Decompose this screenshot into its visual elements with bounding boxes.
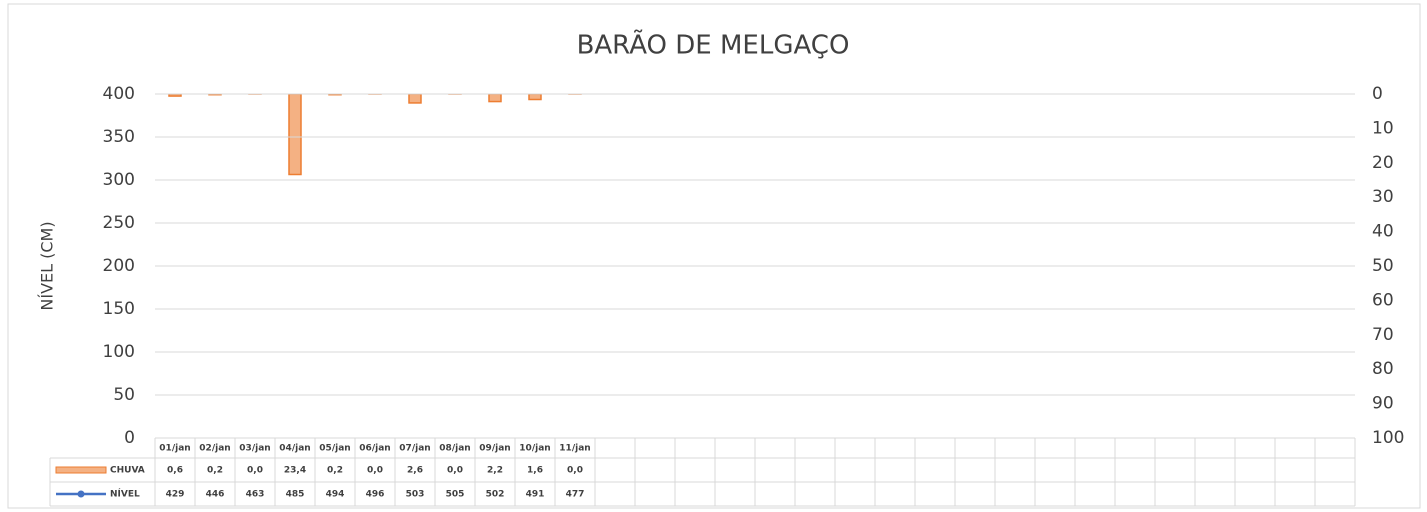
data-label: 0,0 (247, 466, 263, 476)
legend-label: NÍVEL (110, 488, 140, 500)
data-label: 491 (526, 490, 545, 500)
y-tick-label: 300 (103, 170, 135, 190)
data-label: 1,6 (527, 466, 543, 476)
y2-tick-label: 0 (1372, 84, 1383, 104)
data-label: 2,2 (487, 466, 503, 476)
y2-tick-label: 50 (1372, 256, 1394, 276)
data-label: 463 (246, 490, 265, 500)
y-tick-label: 150 (103, 299, 135, 319)
y-tick-label: 100 (103, 342, 135, 362)
legend-key (55, 466, 107, 474)
x-tick-label: 06/jan (359, 444, 390, 454)
legend-key (77, 490, 85, 498)
y-axis-label: NÍVEL (CM) (38, 221, 57, 310)
y2-tick-label: 40 (1372, 222, 1394, 242)
data-label: 446 (206, 490, 225, 500)
data-label: 0,0 (447, 466, 463, 476)
bar (168, 94, 182, 97)
data-label: 494 (326, 490, 345, 500)
data-label: 0,2 (207, 466, 223, 476)
data-label: 502 (486, 490, 505, 500)
y2-tick-label: 30 (1372, 187, 1394, 207)
y-tick-label: 250 (103, 213, 135, 233)
x-tick-label: 10/jan (519, 444, 550, 454)
x-tick-label: 09/jan (479, 444, 510, 454)
y-tick-label: 200 (103, 256, 135, 276)
data-label: 0,0 (367, 466, 383, 476)
x-tick-label: 01/jan (159, 444, 190, 454)
data-label: 429 (166, 490, 185, 500)
data-label: 0,6 (167, 466, 183, 476)
chart-border (7, 3, 1421, 509)
y-tick-label: 400 (103, 84, 135, 104)
y-tick-label: 50 (113, 385, 135, 405)
x-tick-label: 04/jan (279, 444, 310, 454)
legend-label: CHUVA (110, 466, 145, 476)
x-tick-label: 11/jan (559, 444, 590, 454)
data-label: 505 (446, 490, 465, 500)
y-tick-label: 0 (124, 428, 135, 448)
data-label: 0,0 (567, 466, 583, 476)
data-label: 0,2 (327, 466, 343, 476)
y2-tick-label: 10 (1372, 118, 1394, 138)
bar (408, 94, 422, 104)
x-tick-label: 08/jan (439, 444, 470, 454)
y2-tick-label: 20 (1372, 153, 1394, 173)
y-tick-label: 350 (103, 127, 135, 147)
x-tick-label: 02/jan (199, 444, 230, 454)
data-label: 503 (406, 490, 425, 500)
y2-tick-label: 60 (1372, 290, 1394, 310)
y2-tick-label: 80 (1372, 359, 1394, 379)
x-tick-label: 07/jan (399, 444, 430, 454)
x-tick-label: 03/jan (239, 444, 270, 454)
data-label: 496 (366, 490, 385, 500)
data-label: 485 (286, 490, 305, 500)
data-label: 477 (566, 490, 585, 500)
chart-title: BARÃO DE MELGAÇO (577, 29, 850, 61)
x-tick-label: 05/jan (319, 444, 350, 454)
y2-tick-label: 70 (1372, 325, 1394, 345)
bar (528, 94, 542, 101)
data-label: 23,4 (284, 466, 306, 476)
data-label: 2,6 (407, 466, 423, 476)
y2-tick-label: 90 (1372, 394, 1394, 414)
bar (488, 94, 502, 103)
bar (288, 94, 302, 176)
y2-tick-label: 100 (1372, 428, 1404, 448)
